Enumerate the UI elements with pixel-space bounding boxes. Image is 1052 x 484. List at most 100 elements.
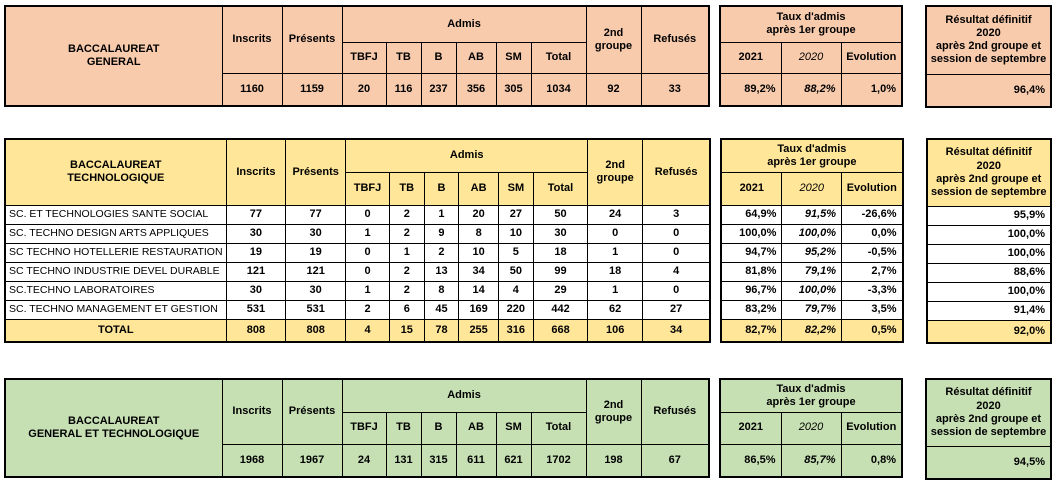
col-header-evolution: Evolution	[841, 412, 902, 444]
cell-evolution: 2,7%	[842, 262, 903, 281]
cell-evolution: 0,0%	[842, 224, 903, 243]
resultat-title-line2: 2020	[930, 400, 1047, 413]
cell-b: 1	[424, 205, 459, 224]
cell-sm: 10	[498, 224, 533, 243]
col-header-sm: SM	[496, 42, 531, 73]
cell-refuses: 27	[643, 300, 711, 319]
cell-inscrits: 77	[226, 205, 286, 224]
cell-refuses: 67	[641, 444, 709, 477]
cell-presents: 808	[286, 319, 346, 342]
row-label: SC TECHNO HOTELLERIE RESTAURATION	[5, 243, 226, 262]
cell-b: 8	[424, 281, 459, 300]
resultat-title-line1: Résultat définitif	[930, 386, 1047, 399]
cell-2nd-groupe: 198	[586, 444, 641, 477]
resultat-data-row: 100,0%	[927, 244, 1052, 263]
taux-year-row: 2021 2020 Evolution	[721, 172, 902, 205]
cell-ab: 20	[459, 205, 499, 224]
section-title-line1: BACCALAUREAT	[9, 43, 219, 56]
col-header-tbfj: TBFJ	[342, 412, 386, 444]
resultat-data-row: 100,0%	[927, 225, 1052, 244]
col-header-ab: AB	[456, 42, 496, 73]
cell-resultat-final: 100,0%	[927, 282, 1052, 301]
cell-ab: 10	[459, 243, 499, 262]
cell-evolution: 1,0%	[841, 73, 902, 106]
cell-2nd-groupe: 92	[586, 73, 641, 106]
taux-data-row: 64,9% 91,5% -26,6%	[721, 205, 902, 224]
cell-b: 78	[424, 319, 459, 342]
col-header-evolution: Evolution	[841, 42, 902, 73]
resultat-title-line4: session de septembre	[930, 426, 1047, 439]
cell-tb: 15	[389, 319, 424, 342]
col-header-sm: SM	[496, 412, 531, 444]
cell-taux-2020: 100,0%	[782, 224, 842, 243]
col-header-presents: Présents	[282, 6, 342, 73]
cell-presents: 1159	[282, 73, 342, 106]
col-header-presents: Présents	[282, 379, 342, 444]
cell-ab: 356	[456, 73, 496, 106]
cell-taux-2020: 100,0%	[782, 281, 842, 300]
taux-title-line1: Taux d'admis	[724, 11, 898, 24]
cell-total: 29	[533, 281, 588, 300]
cell-taux-2020: 79,1%	[782, 262, 842, 281]
cell-evolution: 3,5%	[842, 300, 903, 319]
cell-taux-2020: 88,2%	[781, 73, 841, 106]
resultat-header-row: Résultat définitif 2020 après 2nd groupe…	[926, 6, 1051, 74]
col-header-presents: Présents	[286, 139, 346, 205]
cell-2nd-groupe: 24	[588, 205, 643, 224]
cell-sm: 220	[498, 300, 533, 319]
section-title: BACCALAUREAT GENERAL ET TECHNOLOGIQUE	[5, 379, 222, 477]
cell-inscrits: 30	[226, 224, 286, 243]
taux-header-row: Taux d'admis après 1er groupe	[720, 379, 902, 412]
resultat-title-line1: Résultat définitif	[931, 146, 1048, 159]
col-header-2020: 2020	[781, 412, 841, 444]
cell-tbfj: 0	[346, 205, 390, 224]
col-header-refuses: Refusés	[643, 139, 711, 205]
cell-tbfj: 24	[342, 444, 386, 477]
taux-year-row: 2021 2020 Evolution	[720, 412, 902, 444]
cell-ab: 34	[459, 262, 499, 281]
col-header-2021: 2021	[720, 412, 781, 444]
bac-gen-tech-main-table: BACCALAUREAT GENERAL ET TECHNOLOGIQUE In…	[4, 378, 710, 478]
cell-b: 13	[424, 262, 459, 281]
cell-refuses: 3	[643, 205, 711, 224]
total-label: TOTAL	[5, 319, 226, 342]
resultat-title-line1: Résultat définitif	[930, 14, 1047, 27]
resultat-title: Résultat définitif 2020 après 2nd groupe…	[927, 139, 1052, 206]
cell-taux-2020: 85,7%	[781, 444, 841, 477]
cell-sm: 305	[496, 73, 531, 106]
col-header-evolution: Evolution	[842, 172, 903, 205]
cell-taux-2021: 81,8%	[721, 262, 782, 281]
col-header-inscrits: Inscrits	[222, 379, 282, 444]
cell-taux-2021: 86,5%	[720, 444, 781, 477]
col-header-admis: Admis	[342, 379, 586, 412]
col-header-b: B	[421, 412, 456, 444]
cell-ab: 14	[459, 281, 499, 300]
header-row-1: BACCALAUREAT GENERAL Inscrits Présents A…	[5, 6, 709, 42]
taux-total-row: 82,7% 82,2% 0,5%	[721, 319, 902, 342]
taux-title-line1: Taux d'admis	[724, 383, 898, 396]
resultat-data-row: 96,4%	[926, 74, 1051, 107]
cell-tbfj: 0	[346, 243, 390, 262]
section-title-line1: BACCALAUREAT	[9, 415, 219, 428]
cell-inscrits: 1160	[222, 73, 282, 106]
taux-header-row: Taux d'admis après 1er groupe	[720, 6, 902, 42]
taux-header-row: Taux d'admis après 1er groupe	[721, 139, 902, 172]
cell-b: 9	[424, 224, 459, 243]
col-header-2020: 2020	[781, 42, 841, 73]
taux-data-row: 96,7% 100,0% -3,3%	[721, 281, 902, 300]
taux-data-row: 94,7% 95,2% -0,5%	[721, 243, 902, 262]
col-header-inscrits: Inscrits	[222, 6, 282, 73]
cell-refuses: 4	[643, 262, 711, 281]
row-label: SC TECHNO INDUSTRIE DEVEL DURABLE	[5, 262, 226, 281]
bac-general-main-table: BACCALAUREAT GENERAL Inscrits Présents A…	[4, 5, 710, 107]
col-header-total: Total	[531, 412, 586, 444]
col-header-b: B	[424, 172, 459, 205]
resultat-title-line3: après 2nd groupe et	[931, 173, 1048, 186]
cell-sm: 316	[498, 319, 533, 342]
cell-taux-2020: 79,7%	[782, 300, 842, 319]
section-title-line1: BACCALAUREAT	[9, 159, 223, 172]
col-header-tb: TB	[386, 42, 421, 73]
cell-total: 18	[533, 243, 588, 262]
cell-resultat-final: 88,6%	[927, 263, 1052, 282]
cell-b: 237	[421, 73, 456, 106]
